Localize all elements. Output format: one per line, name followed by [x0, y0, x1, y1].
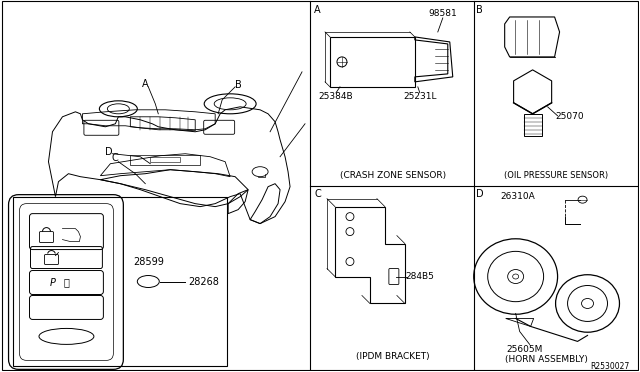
Text: 🚗: 🚗 [63, 278, 69, 288]
Text: A: A [142, 79, 148, 89]
Text: 25231L: 25231L [403, 92, 436, 101]
Text: D: D [476, 189, 483, 199]
Text: 25605M: 25605M [506, 345, 543, 354]
Text: 25384B: 25384B [319, 92, 353, 101]
Text: P: P [49, 278, 56, 288]
Text: 28268: 28268 [188, 276, 219, 286]
Text: B: B [235, 80, 241, 90]
Text: 26310A: 26310A [500, 192, 534, 201]
Text: (OIL PRESSURE SENSOR): (OIL PRESSURE SENSOR) [504, 171, 607, 180]
Bar [13, 197, 227, 366]
Text: (HORN ASSEMBLY): (HORN ASSEMBLY) [505, 355, 588, 364]
Text: C: C [314, 189, 321, 199]
Text: (IPDM BRACKET): (IPDM BRACKET) [356, 352, 429, 361]
Text: 25070: 25070 [556, 112, 584, 121]
Text: R2530027: R2530027 [590, 362, 630, 371]
Text: (CRASH ZONE SENSOR): (CRASH ZONE SENSOR) [340, 171, 446, 180]
Text: A: A [314, 5, 321, 15]
Text: 28599: 28599 [133, 257, 164, 267]
Text: B: B [476, 5, 483, 15]
Text: 98581: 98581 [428, 9, 457, 19]
Text: 284B5: 284B5 [405, 272, 435, 281]
Text: C: C [112, 153, 119, 163]
Text: D: D [104, 147, 112, 157]
